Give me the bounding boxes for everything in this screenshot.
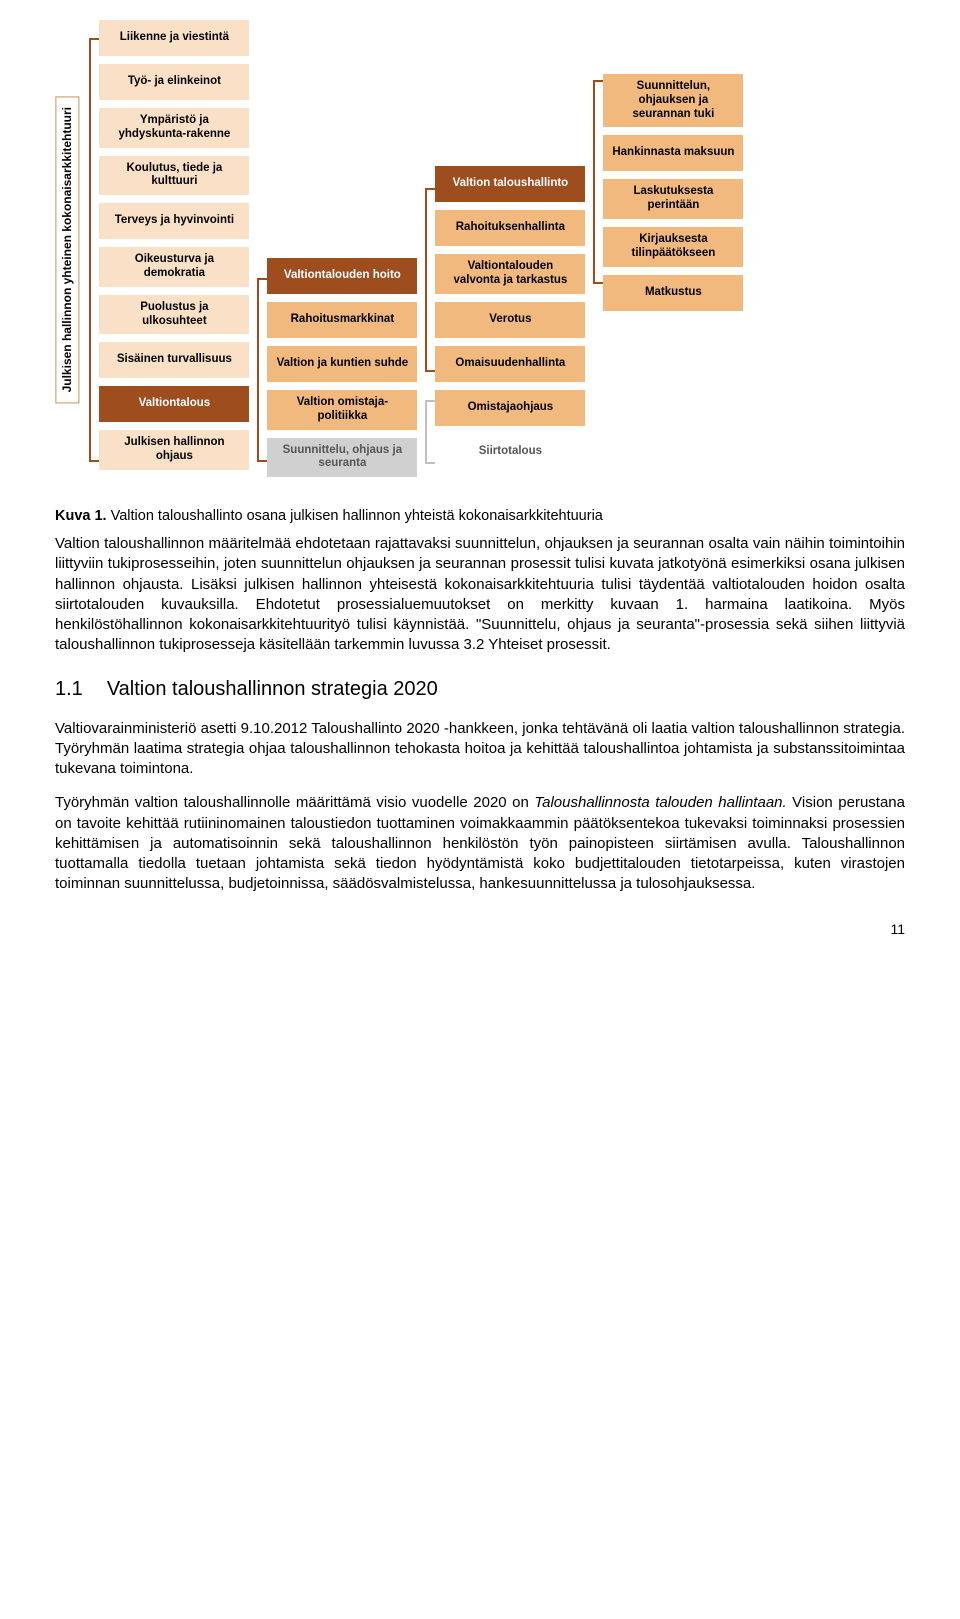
section-title: Valtion taloushallinnon strategia 2020 [107, 678, 438, 700]
figure-caption: Kuva 1. Valtion taloushallinto osana jul… [55, 508, 905, 524]
diagram-node: Valtiontalouden valvonta ja tarkastus [435, 254, 585, 294]
diagram-col-1: Liikenne ja viestintä Työ- ja elinkeinot Y… [99, 20, 249, 470]
diagram-node: Omistajaohjaus [435, 390, 585, 426]
diagram-node: Valtion omistaja-politiikka [267, 390, 417, 430]
diagram-node: Ympäristö ja yhdyskunta-rakenne [99, 108, 249, 148]
diagram-node: Matkustus [603, 275, 743, 311]
diagram-node: Rahoituksenhallinta [435, 210, 585, 246]
diagram-col-3: Valtion taloushallinto Rahoituksenhallint… [435, 20, 585, 470]
diagram-node: Puolustus ja ulkosuhteet [99, 295, 249, 335]
diagram-node: Terveys ja hyvinvointi [99, 203, 249, 239]
diagram-node: Valtiontalous [99, 386, 249, 422]
diagram-node: Valtiontalouden hoito [267, 258, 417, 294]
diagram-node: Valtion ja kuntien suhde [267, 346, 417, 382]
diagram-node: Omaisuudenhallinta [435, 346, 585, 382]
diagram-root-label: Julkisen hallinnon yhteinen kokonaisarkk… [55, 96, 79, 403]
paragraph-3: Työryhmän valtion taloushallinnolle määr… [55, 793, 905, 894]
diagram-node: Valtion taloushallinto [435, 166, 585, 202]
diagram-node: Suunnittelun, ohjauksen ja seurannan tuk… [603, 74, 743, 127]
caption-bold: Kuva 1. [55, 508, 107, 524]
diagram-node: Verotus [435, 302, 585, 338]
diagram-col-2: Valtiontalouden hoito Rahoitusmarkkinat Va… [267, 20, 417, 477]
section-heading: 1.1 Valtion taloushallinnon strategia 202… [55, 676, 905, 703]
paragraph-2: Valtiovarainministeriö asetti 9.10.2012 … [55, 719, 905, 780]
diagram-node: Suunnittelu, ohjaus ja seuranta [267, 438, 417, 478]
diagram-node: Julkisen hallinnon ohjaus [99, 430, 249, 470]
diagram-node: Siirtotalous [435, 434, 585, 470]
architecture-diagram: Julkisen hallinnon yhteinen kokonaisarkk… [55, 20, 905, 480]
paragraph-1: Valtion taloushallinnon määritelmää ehdo… [55, 534, 905, 656]
diagram-node: Rahoitusmarkkinat [267, 302, 417, 338]
diagram-node: Kirjauksesta tilinpäätökseen [603, 227, 743, 267]
para3-italic: Taloushallinnosta talouden hallintaan. [534, 794, 786, 811]
diagram-node: Hankinnasta maksuun [603, 135, 743, 171]
diagram-node: Laskutuksesta perintään [603, 179, 743, 219]
caption-rest: Valtion taloushallinto osana julkisen ha… [107, 508, 603, 524]
diagram-node: Työ- ja elinkeinot [99, 64, 249, 100]
diagram-node: Liikenne ja viestintä [99, 20, 249, 56]
diagram-col-4: Suunnittelun, ohjauksen ja seurannan tuk… [603, 20, 743, 311]
diagram-node: Oikeusturva ja demokratia [99, 247, 249, 287]
diagram-node: Koulutus, tiede ja kulttuuri [99, 156, 249, 196]
diagram-node: Sisäinen turvallisuus [99, 342, 249, 378]
page-number: 11 [55, 921, 905, 937]
para3-part-a: Työryhmän valtion taloushallinnolle määr… [55, 794, 534, 811]
section-number: 1.1 [55, 676, 83, 703]
